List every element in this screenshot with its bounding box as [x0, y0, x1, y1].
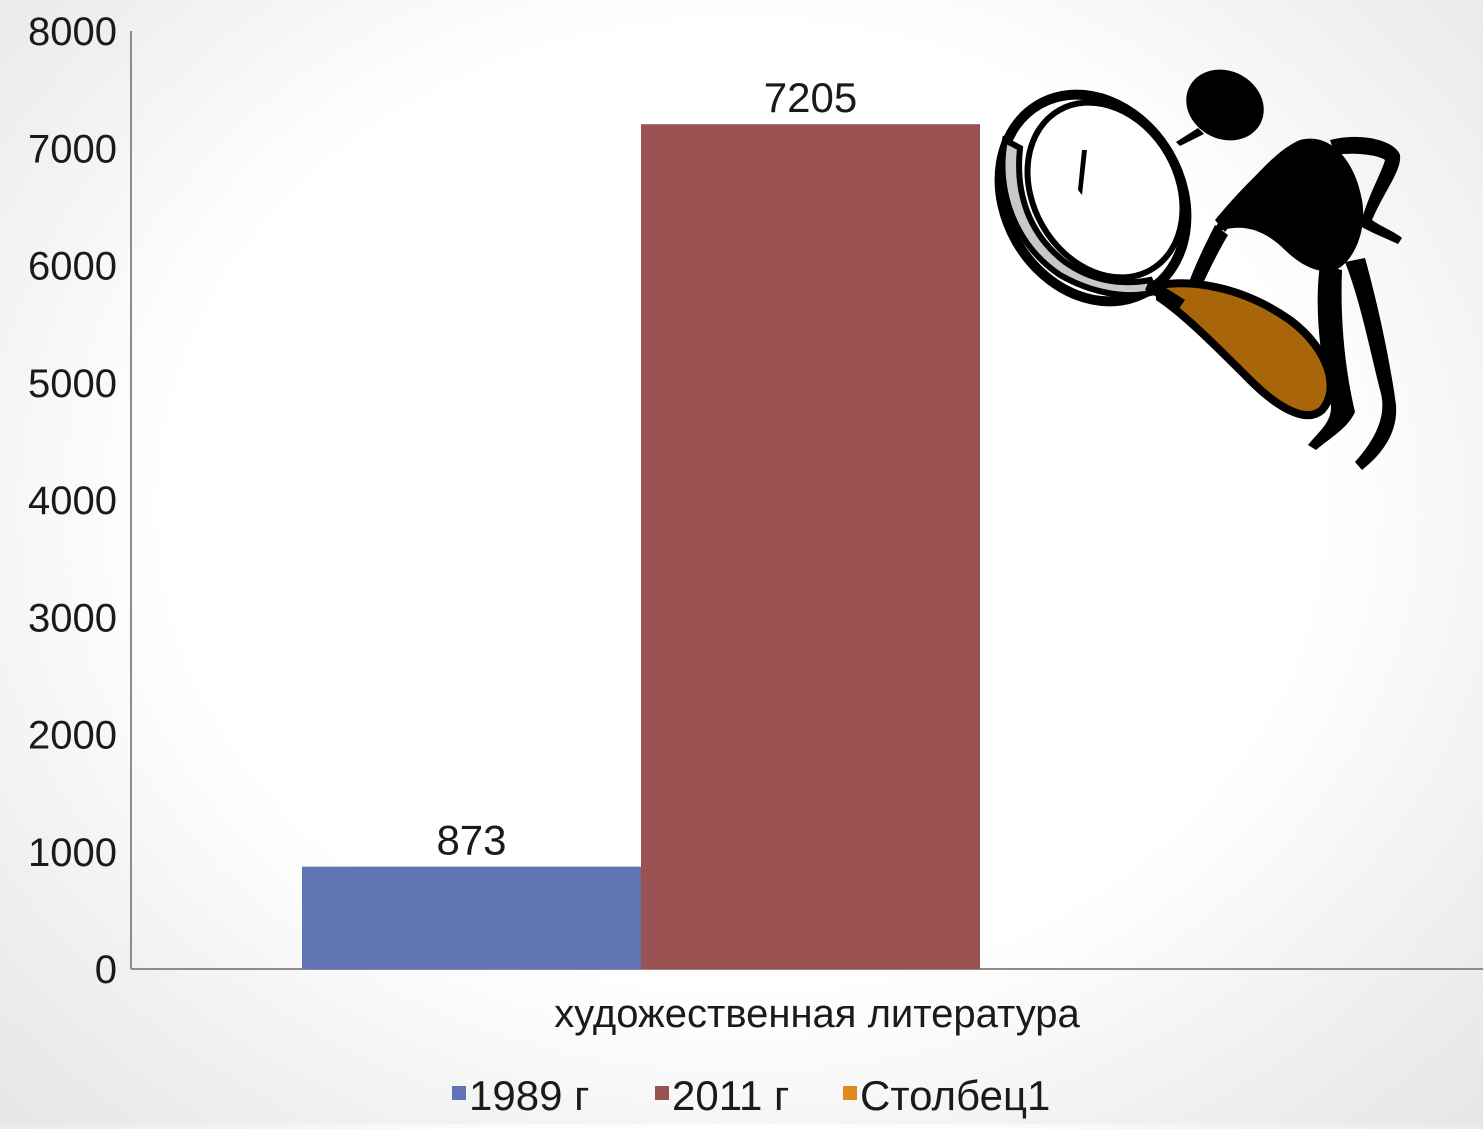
y-tick-label: 5000 [28, 362, 117, 406]
data-label: 873 [436, 817, 506, 864]
y-tick-label: 0 [95, 948, 117, 992]
x-category-label: художественная литература [554, 992, 1080, 1036]
legend-label: Столбец1 [860, 1072, 1050, 1119]
legend-swatch [452, 1086, 466, 1100]
bar-0 [302, 866, 641, 969]
y-tick-label: 2000 [28, 714, 117, 758]
y-tick-label: 3000 [28, 596, 117, 640]
plot-area: 0 1000 2000 3000 4000 5000 6000 7000 8000 873 7205… [28, 10, 1483, 1119]
y-tick-label: 8000 [28, 10, 117, 54]
legend-label: 2011 г [672, 1072, 789, 1119]
y-tick-label: 7000 [28, 127, 117, 171]
data-label: 7205 [764, 74, 857, 121]
legend-swatch [843, 1086, 857, 1100]
legend-swatch [655, 1086, 669, 1100]
bar-1 [641, 124, 980, 970]
legend-label: 1989 г [469, 1072, 589, 1119]
y-tick-label: 6000 [28, 245, 117, 289]
y-tick-label: 1000 [28, 831, 117, 875]
magnifying-glass-stick-figure-icon [994, 69, 1402, 470]
y-tick-label: 4000 [28, 479, 117, 523]
